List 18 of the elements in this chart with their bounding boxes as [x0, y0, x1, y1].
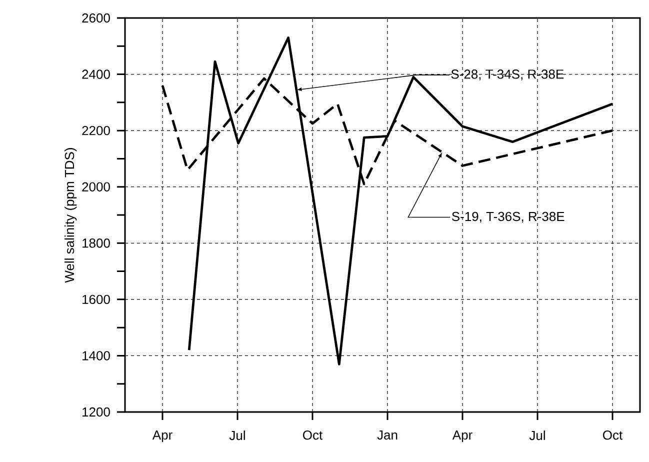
y-tick-label: 1600: [82, 294, 110, 304]
series-label: S-28, T-34S, R-38E: [451, 70, 564, 80]
x-tick-label: Jul: [229, 430, 245, 440]
y-tick-label: 2000: [82, 182, 110, 192]
y-axis-title: Well salinity (ppm TDS): [64, 148, 77, 283]
x-tick-label: Jul: [529, 430, 545, 440]
y-tick-label: 2400: [82, 70, 110, 79]
y-tick-label: 1800: [82, 238, 110, 248]
x-tick-label: Oct: [603, 430, 623, 440]
y-tick-label: 1400: [82, 351, 110, 360]
x-tick-label: Oct: [303, 430, 323, 440]
x-tick-label: Apr: [152, 430, 172, 442]
y-tick-label: 2200: [82, 126, 110, 136]
y-tick-label: 2600: [82, 13, 110, 23]
y-tick-label: 1200: [82, 407, 110, 417]
text: S-19, T-36S, R-38E: [452, 212, 564, 223]
x-tick-label: Apr: [452, 430, 472, 442]
x-tick-label: Jan: [377, 430, 398, 440]
